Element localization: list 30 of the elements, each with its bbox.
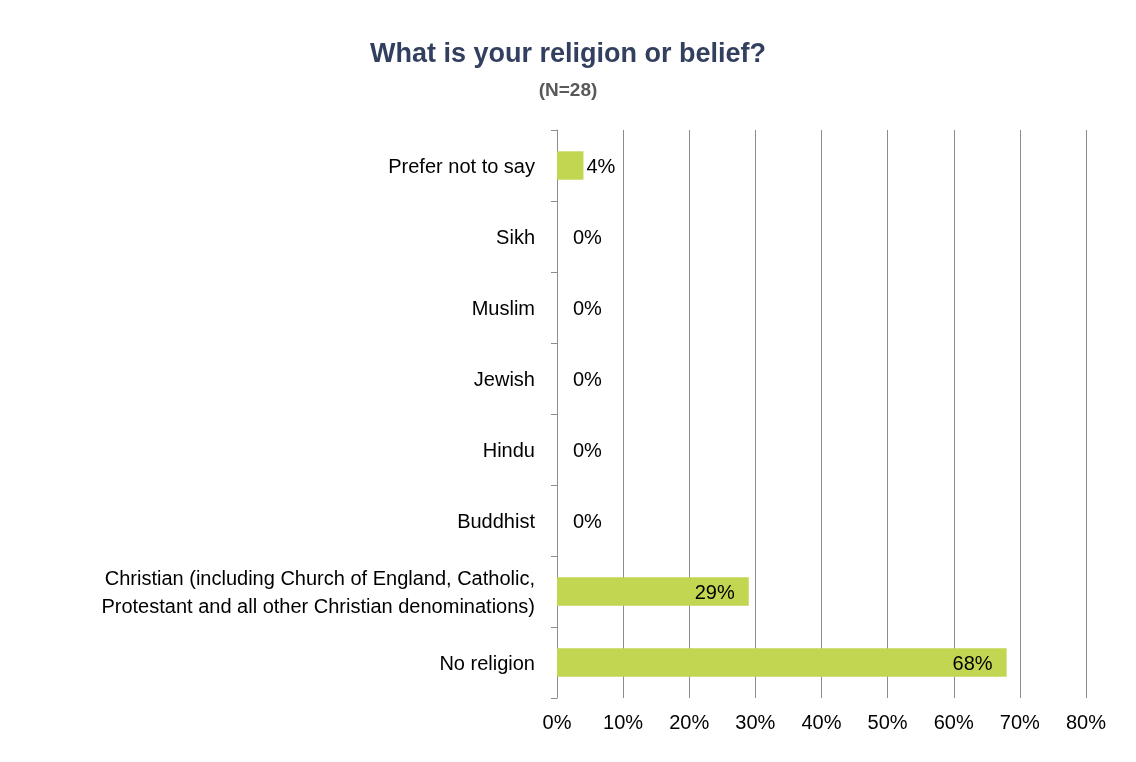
data-label: 68% xyxy=(952,651,993,674)
data-label: 0% xyxy=(573,367,603,390)
bar xyxy=(557,577,749,606)
y-tick-label: Christian (including Church of England, Catholic, Protestant and all other Christian denominations) xyxy=(101,566,535,617)
y-tick-label: Hindu xyxy=(482,438,535,461)
x-tick-label: 70% xyxy=(999,711,1041,733)
data-label: 4% xyxy=(586,154,616,177)
x-tick-label: 40% xyxy=(801,711,842,733)
y-tick-label: Muslim xyxy=(471,296,535,319)
x-tick-label: 10% xyxy=(603,711,644,733)
x-tick-label: 0% xyxy=(542,711,572,733)
x-tick-label: 30% xyxy=(735,711,776,733)
x-tick-label: 60% xyxy=(933,711,974,733)
y-tick-label: No religion xyxy=(439,651,535,674)
x-tick-label: 50% xyxy=(867,711,908,733)
data-label: 0% xyxy=(573,296,603,319)
chart-title: What is your religion or belief? xyxy=(369,37,767,68)
data-label: 0% xyxy=(573,509,603,532)
x-tick-label: 20% xyxy=(669,711,710,733)
y-tick-label: Jewish xyxy=(473,367,535,390)
bar xyxy=(557,151,584,180)
y-tick-label: Sikh xyxy=(496,225,535,248)
bar xyxy=(557,648,1007,677)
y-tick-label: Buddhist xyxy=(457,509,536,532)
data-label: 0% xyxy=(573,438,603,461)
data-label: 0% xyxy=(573,225,603,248)
chart-subtitle: (N=28) xyxy=(538,79,598,100)
data-label: 29% xyxy=(694,580,735,603)
y-tick-label: Prefer not to say xyxy=(388,154,535,177)
x-tick-label: 80% xyxy=(1065,711,1107,733)
